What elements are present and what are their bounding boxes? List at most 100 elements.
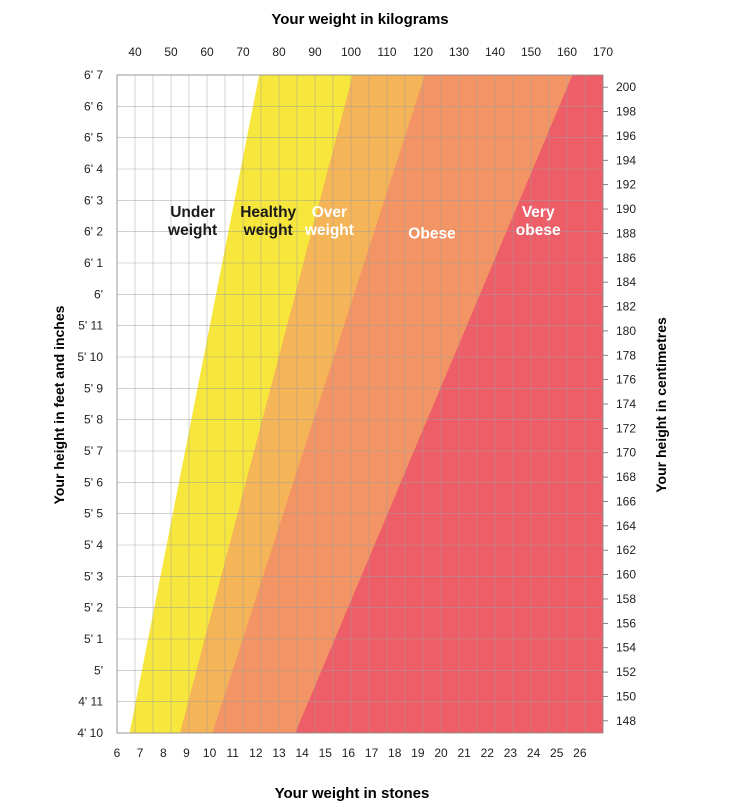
- height-ft-tick-label: 6' 6: [84, 99, 103, 113]
- height-ft-tick-label: 5' 5: [84, 507, 103, 521]
- zone-label: Obese: [408, 225, 456, 242]
- height-ft-tick-label: 6' 4: [84, 162, 103, 176]
- zone-label: weight: [167, 222, 217, 239]
- kg-tick-label: 120: [413, 45, 433, 59]
- cm-tick-label: 192: [616, 178, 636, 192]
- height-ft-tick-label: 6' 7: [84, 68, 103, 82]
- zone-label: obese: [516, 222, 561, 239]
- zone-label: Very: [522, 204, 555, 221]
- cm-tick-label: 164: [616, 519, 636, 533]
- stones-tick-label: 15: [319, 746, 333, 760]
- kg-tick-label: 70: [236, 45, 250, 59]
- kg-tick-label: 150: [521, 45, 541, 59]
- cm-tick-label: 166: [616, 494, 636, 508]
- height-ft-tick-label: 5' 10: [77, 350, 103, 364]
- stones-tick-label: 10: [203, 746, 217, 760]
- kg-tick-label: 140: [485, 45, 505, 59]
- stones-tick-label: 23: [504, 746, 518, 760]
- stones-tick-label: 18: [388, 746, 402, 760]
- cm-tick-label: 184: [616, 275, 636, 289]
- cm-tick-label: 178: [616, 348, 636, 362]
- cm-tick-label: 170: [616, 446, 636, 460]
- height-ft-tick-label: 5' 6: [84, 475, 103, 489]
- stones-tick-label: 14: [295, 746, 309, 760]
- cm-tick-label: 148: [616, 714, 636, 728]
- cm-tick-label: 154: [616, 641, 636, 655]
- right-axis-title: Your height in centimetres: [653, 317, 669, 493]
- height-ft-tick-label: 4' 11: [78, 695, 103, 709]
- cm-tick-label: 152: [616, 665, 636, 679]
- kg-tick-label: 50: [164, 45, 178, 59]
- kg-tick-label: 130: [449, 45, 469, 59]
- height-ft-tick-label: 5' 7: [84, 444, 103, 458]
- cm-tick-label: 150: [616, 689, 636, 703]
- left-axis-title: Your height in feet and inches: [51, 305, 67, 504]
- height-ft-tick-label: 5' 1: [84, 632, 103, 646]
- cm-tick-label: 190: [616, 202, 636, 216]
- grid-lines: [116, 74, 604, 734]
- kg-tick-label: 110: [377, 45, 396, 59]
- cm-tick-label: 200: [616, 80, 636, 94]
- cm-tick-label: 168: [616, 470, 636, 484]
- stones-tick-label: 11: [226, 746, 239, 760]
- height-ft-tick-label: 5' 4: [84, 538, 103, 552]
- height-ft-tick-label: 5' 2: [84, 601, 103, 615]
- zone-areas: [117, 75, 603, 733]
- cm-tick-label: 174: [616, 397, 636, 411]
- height-ft-tick-label: 5' 9: [84, 381, 103, 395]
- kg-tick-label: 60: [200, 45, 214, 59]
- zone-very-obese: [295, 75, 603, 733]
- cm-tick-label: 172: [616, 421, 636, 435]
- cm-tick-label: 156: [616, 616, 636, 630]
- height-ft-tick-label: 4' 10: [77, 726, 103, 740]
- height-ft-tick-label: 5' 8: [84, 413, 103, 427]
- cm-tick-label: 194: [616, 153, 636, 167]
- cm-tick-label: 176: [616, 373, 636, 387]
- axis-ticks: 40 50 60 70 80 90 100 110 120 130 140 150 160 170 6 7 8 9…: [77, 45, 636, 760]
- height-ft-tick-label: 5' 11: [78, 319, 103, 333]
- height-ft-tick-label: 6' 3: [84, 193, 103, 207]
- top-axis-title: Your weight in kilograms: [271, 11, 448, 28]
- stones-tick-label: 22: [481, 746, 495, 760]
- stones-tick-label: 20: [434, 746, 448, 760]
- height-ft-tick-label: 6': [94, 287, 103, 301]
- height-ft-tick-label: 6' 2: [84, 225, 103, 239]
- zone-label: Under: [170, 204, 215, 221]
- stones-tick-label: 9: [183, 746, 190, 760]
- stones-tick-label: 21: [457, 746, 471, 760]
- stones-tick-label: 19: [411, 746, 425, 760]
- height-ft-tick-label: 5': [94, 663, 103, 677]
- cm-tick-label: 198: [616, 105, 636, 119]
- cm-tick-label: 160: [616, 568, 636, 582]
- height-ft-tick-label: 5' 3: [84, 569, 103, 583]
- cm-tick-label: 158: [616, 592, 636, 606]
- kg-tick-label: 40: [128, 45, 142, 59]
- kg-tick-label: 100: [341, 45, 361, 59]
- cm-tick-label: 196: [616, 129, 636, 143]
- stones-tick-label: 8: [160, 746, 167, 760]
- zone-label: weight: [304, 222, 354, 239]
- kg-tick-label: 80: [272, 45, 286, 59]
- zone-label: Healthy: [240, 204, 296, 221]
- height-ft-tick-label: 6' 1: [84, 256, 103, 270]
- stones-tick-label: 17: [365, 746, 379, 760]
- cm-tick-label: 162: [616, 543, 636, 557]
- stones-tick-label: 6: [114, 746, 121, 760]
- cm-tick-label: 182: [616, 300, 636, 314]
- cm-tick-label: 186: [616, 251, 636, 265]
- stones-tick-label: 16: [342, 746, 356, 760]
- kg-tick-label: 160: [557, 45, 577, 59]
- stones-tick-label: 26: [573, 746, 587, 760]
- stones-tick-label: 13: [272, 746, 286, 760]
- zone-label: weight: [243, 222, 293, 239]
- cm-tick-label: 188: [616, 226, 636, 240]
- stones-tick-label: 24: [527, 746, 541, 760]
- stones-tick-label: 12: [249, 746, 263, 760]
- kg-tick-label: 90: [308, 45, 322, 59]
- bottom-axis-title: Your weight in stones: [275, 785, 430, 802]
- stones-tick-label: 25: [550, 746, 564, 760]
- zone-label: Over: [312, 204, 347, 221]
- height-ft-tick-label: 6' 5: [84, 131, 103, 145]
